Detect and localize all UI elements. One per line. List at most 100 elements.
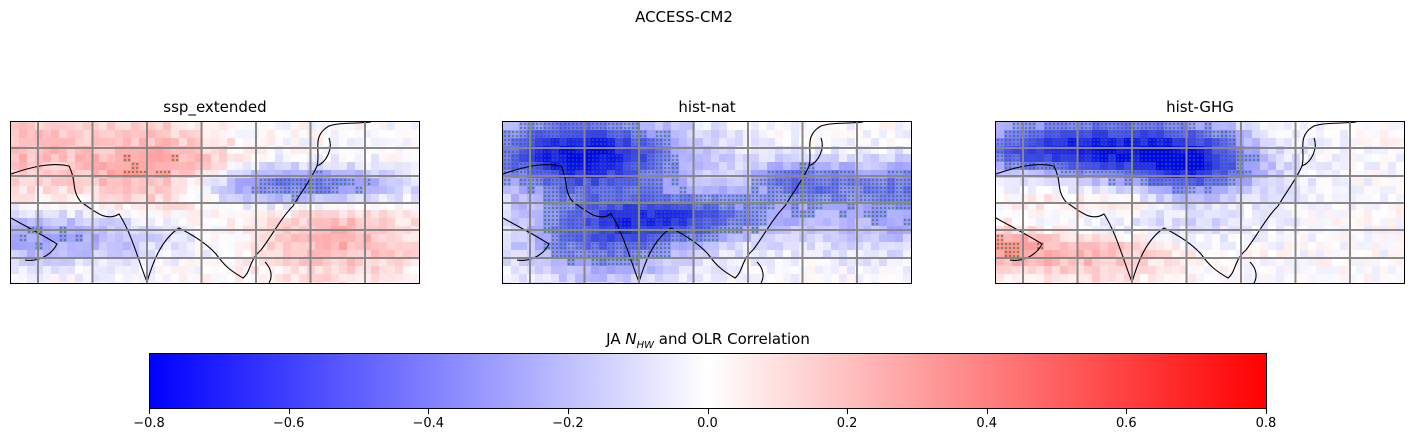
significance-dot bbox=[648, 207, 650, 209]
correlation-cell bbox=[219, 218, 228, 227]
correlation-cell bbox=[631, 130, 640, 139]
significance-dot bbox=[808, 199, 810, 201]
significance-dot bbox=[572, 163, 574, 165]
correlation-cell bbox=[871, 202, 880, 211]
significance-dot bbox=[716, 231, 718, 233]
significance-dot bbox=[652, 171, 654, 173]
significance-dot bbox=[508, 183, 510, 185]
correlation-cell bbox=[155, 146, 164, 155]
correlation-cell bbox=[267, 186, 276, 195]
correlation-cell bbox=[1300, 234, 1309, 243]
significance-dot bbox=[608, 231, 610, 233]
significance-dot bbox=[852, 199, 854, 201]
correlation-cell bbox=[131, 138, 140, 147]
significance-dot bbox=[764, 211, 766, 213]
significance-dot bbox=[556, 163, 558, 165]
significance-dot bbox=[704, 195, 706, 197]
significance-dot bbox=[588, 223, 590, 225]
correlation-cell bbox=[1204, 170, 1213, 179]
significance-dot bbox=[648, 251, 650, 253]
correlation-cell bbox=[535, 162, 544, 171]
correlation-cell bbox=[371, 162, 380, 171]
significance-dot bbox=[872, 195, 874, 197]
significance-dot bbox=[700, 223, 702, 225]
correlation-cell bbox=[679, 146, 688, 155]
correlation-cell bbox=[147, 122, 156, 131]
significance-dot bbox=[532, 155, 534, 157]
significance-dot bbox=[332, 187, 334, 189]
significance-dot bbox=[752, 219, 754, 221]
significance-dot bbox=[660, 239, 662, 241]
correlation-cell bbox=[575, 162, 584, 171]
significance-dot bbox=[628, 155, 630, 157]
correlation-cell bbox=[695, 154, 704, 163]
significance-dot bbox=[596, 131, 598, 133]
significance-dot bbox=[888, 171, 890, 173]
correlation-cell bbox=[1324, 194, 1333, 203]
significance-dot bbox=[560, 139, 562, 141]
significance-dot bbox=[712, 227, 714, 229]
significance-dot bbox=[616, 187, 618, 189]
significance-dot bbox=[548, 223, 550, 225]
significance-dot bbox=[720, 215, 722, 217]
correlation-cell bbox=[839, 122, 848, 131]
significance-dot bbox=[328, 191, 330, 193]
significance-dot bbox=[744, 199, 746, 201]
correlation-cell bbox=[35, 138, 44, 147]
correlation-cell bbox=[147, 138, 156, 147]
significance-dot bbox=[560, 171, 562, 173]
correlation-cell bbox=[1204, 162, 1213, 171]
correlation-cell bbox=[75, 218, 84, 227]
correlation-cell bbox=[315, 202, 324, 211]
correlation-cell bbox=[863, 194, 872, 203]
significance-dot bbox=[640, 139, 642, 141]
significance-dot bbox=[656, 199, 658, 201]
significance-dot bbox=[656, 191, 658, 193]
correlation-cell bbox=[1020, 170, 1029, 179]
significance-dot bbox=[532, 183, 534, 185]
correlation-cell bbox=[1036, 210, 1045, 219]
significance-dot bbox=[704, 207, 706, 209]
correlation-cell bbox=[227, 234, 236, 243]
significance-dot bbox=[616, 199, 618, 201]
correlation-cell bbox=[211, 210, 220, 219]
correlation-cell bbox=[663, 130, 672, 139]
correlation-cell bbox=[1228, 202, 1237, 211]
significance-dot bbox=[596, 143, 598, 145]
correlation-cell bbox=[1012, 186, 1021, 195]
correlation-cell bbox=[1308, 202, 1317, 211]
significance-dot bbox=[860, 179, 862, 181]
correlation-cell bbox=[503, 130, 512, 139]
correlation-cell bbox=[839, 218, 848, 227]
significance-dot bbox=[712, 199, 714, 201]
correlation-cell bbox=[1380, 210, 1389, 219]
significance-dot bbox=[516, 131, 518, 133]
significance-dot bbox=[596, 211, 598, 213]
correlation-cell bbox=[1020, 210, 1029, 219]
correlation-cell bbox=[1028, 202, 1037, 211]
correlation-cell bbox=[1068, 218, 1077, 227]
significance-dot bbox=[348, 179, 350, 181]
significance-dot bbox=[568, 159, 570, 161]
correlation-cell bbox=[379, 162, 388, 171]
correlation-cell bbox=[155, 234, 164, 243]
correlation-cell bbox=[347, 130, 356, 139]
correlation-cell bbox=[996, 122, 1005, 131]
significance-dot bbox=[736, 227, 738, 229]
correlation-cell bbox=[1124, 202, 1133, 211]
correlation-cell bbox=[35, 274, 44, 283]
correlation-cell bbox=[1124, 170, 1133, 179]
significance-dot bbox=[544, 215, 546, 217]
correlation-cell bbox=[607, 274, 616, 283]
significance-dot bbox=[296, 179, 298, 181]
correlation-cell bbox=[107, 170, 116, 179]
correlation-cell bbox=[1116, 122, 1125, 131]
significance-dot bbox=[664, 215, 666, 217]
correlation-cell bbox=[583, 250, 592, 259]
significance-dot bbox=[660, 207, 662, 209]
significance-dot bbox=[616, 127, 618, 129]
significance-dot bbox=[32, 227, 34, 229]
correlation-cell bbox=[527, 274, 536, 283]
significance-dot bbox=[608, 247, 610, 249]
correlation-cell bbox=[1084, 234, 1093, 243]
